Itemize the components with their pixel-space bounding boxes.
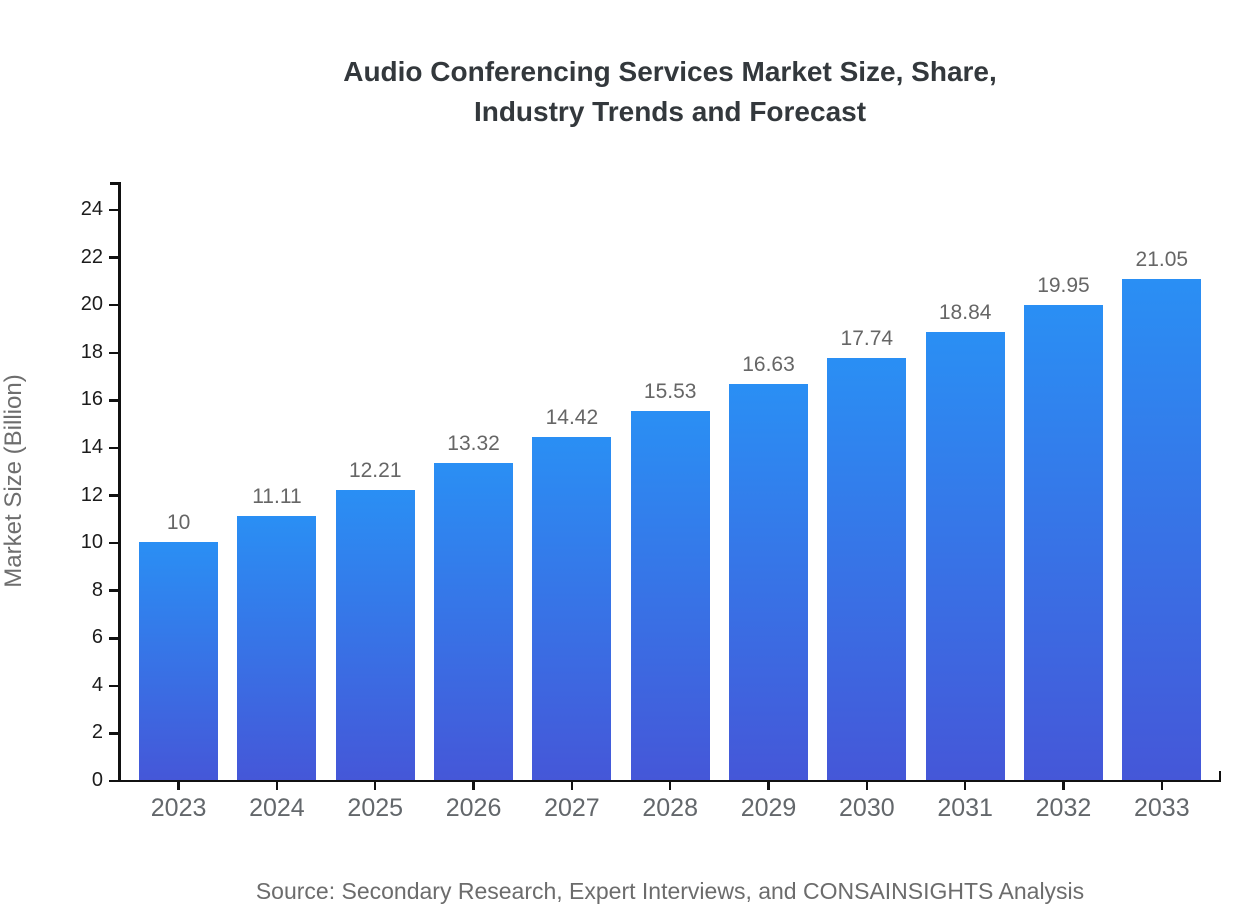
y-tick-label: 2 (91, 721, 103, 744)
bar (729, 384, 809, 780)
y-tick-mark (109, 208, 118, 212)
x-axis-end-cap (1218, 771, 1221, 780)
chart-title-line2: Industry Trends and Forecast (473, 96, 867, 127)
y-tick-mark (109, 303, 118, 307)
bar (532, 436, 612, 780)
y-tick-mark (109, 637, 118, 640)
x-tick-label: 2032 (1035, 794, 1092, 822)
bar (139, 542, 219, 780)
x-tick-label: 2031 (937, 794, 993, 822)
x-tick-mark (668, 781, 672, 790)
y-tick-label: 10 (80, 531, 103, 554)
x-tick-mark (373, 781, 377, 790)
bar-value-label: 19.95 (1037, 274, 1090, 298)
y-tick-mark (109, 589, 118, 592)
y-tick-mark (109, 446, 118, 450)
bar-value-label: 13.32 (447, 432, 500, 456)
bar-value-label: 21.05 (1135, 248, 1189, 272)
x-tick-mark (472, 781, 475, 790)
x-tick-label: 2024 (249, 794, 305, 822)
x-tick-label: 2026 (445, 794, 502, 822)
bar-value-label: 14.42 (545, 405, 599, 429)
x-tick-label: 2027 (544, 794, 600, 822)
y-tick-label: 16 (80, 388, 103, 411)
x-tick-label: 2030 (839, 794, 895, 822)
x-tick-label: 2028 (642, 794, 698, 822)
y-tick-mark (109, 256, 118, 259)
y-tick-label: 24 (80, 198, 103, 221)
x-tick-label: 2025 (347, 794, 404, 822)
y-tick-label: 6 (91, 626, 103, 649)
x-tick-mark (570, 781, 574, 790)
y-tick-label: 8 (91, 578, 103, 601)
bar (1023, 305, 1103, 780)
x-tick-label: 2033 (1133, 794, 1190, 822)
y-tick-mark (109, 779, 118, 783)
y-axis-line (118, 182, 121, 781)
bar (434, 463, 514, 780)
bar (827, 357, 907, 780)
bar-value-label: 17.74 (840, 326, 894, 350)
x-tick-mark (767, 781, 770, 790)
y-tick-mark (109, 732, 118, 735)
x-tick-mark (1160, 781, 1164, 790)
y-tick-label: 18 (80, 340, 103, 363)
plot-area: 0 2 4 6 8 10 12 14 16 18 20 22 24 10 2023 11.11 2024 12.2… (81, 182, 1221, 822)
y-tick-mark (109, 541, 118, 545)
x-tick-mark (963, 781, 967, 790)
y-tick-label: 20 (80, 293, 103, 316)
bar (335, 489, 415, 780)
x-tick-mark (865, 781, 869, 790)
y-tick-label: 14 (80, 435, 103, 458)
y-tick-mark (109, 351, 118, 355)
x-tick-mark (177, 781, 180, 790)
y-tick-label: 0 (91, 769, 103, 791)
bar-value-label: 15.53 (643, 379, 697, 403)
x-tick-mark (1062, 781, 1065, 790)
y-axis-end-cap (110, 182, 119, 185)
x-tick-label: 2023 (150, 794, 207, 822)
source-note: Source: Secondary Research, Expert Inter… (255, 878, 1085, 904)
x-tick-mark (275, 781, 279, 790)
bar (925, 331, 1005, 780)
bar (1122, 279, 1202, 780)
y-tick-label: 12 (80, 483, 103, 506)
y-tick-mark (109, 494, 118, 497)
bar-value-label: 18.84 (938, 300, 992, 324)
chart-title-line1: Audio Conferencing Services Market Size,… (343, 56, 997, 87)
y-tick-label: 4 (91, 673, 103, 696)
y-tick-mark (109, 684, 118, 688)
bar (237, 515, 317, 780)
bar-value-label: 16.63 (742, 353, 795, 377)
y-axis-title: Market Size (Billion) (0, 374, 27, 588)
y-tick-mark (109, 399, 118, 402)
x-tick-label: 2029 (740, 794, 797, 822)
y-tick-label: 22 (80, 245, 103, 268)
chart-title: Audio Conferencing Services Market Size,… (119, 52, 1221, 132)
bar-value-label: 10 (166, 511, 191, 535)
bar-value-label: 12.21 (348, 458, 402, 482)
bar-value-label: 11.11 (252, 484, 302, 508)
bar (630, 410, 710, 780)
